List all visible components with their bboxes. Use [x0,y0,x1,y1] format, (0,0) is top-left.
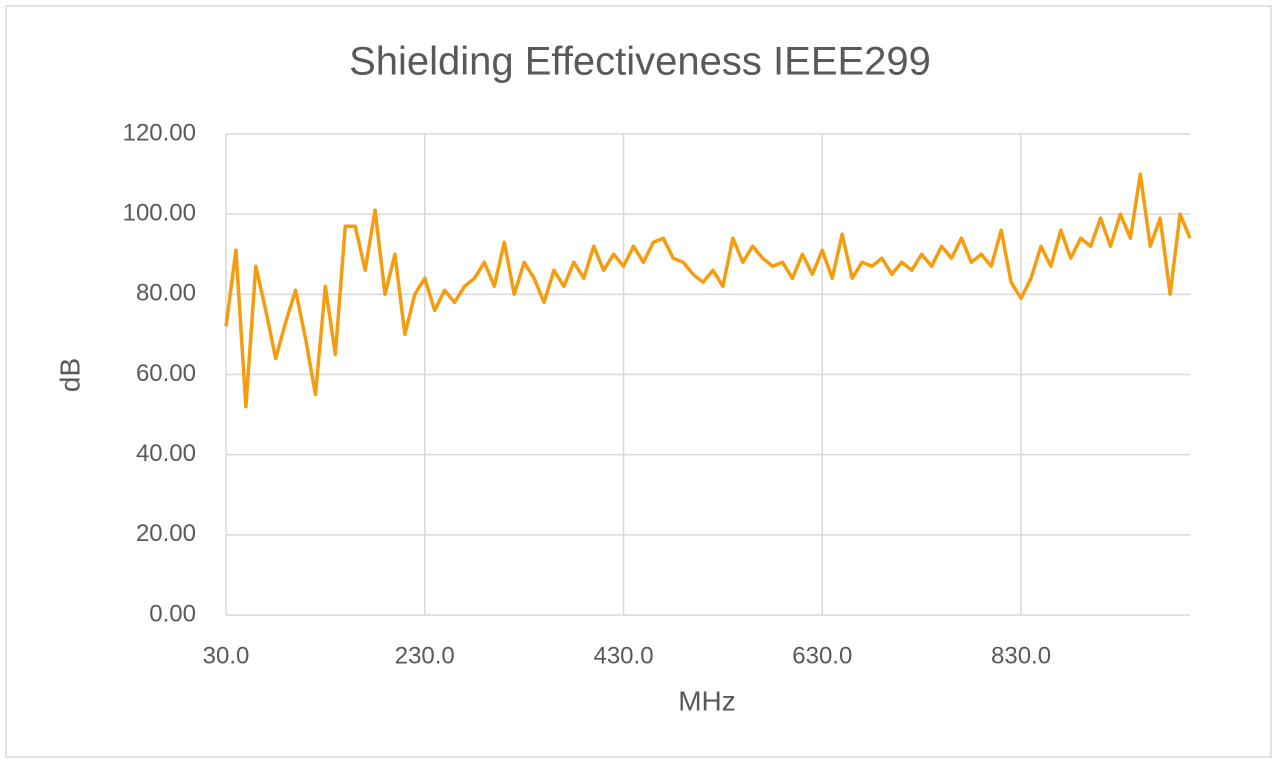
chart-border [5,5,1272,758]
x-tick-label: 830.0 [991,642,1051,669]
x-tick-label: 630.0 [792,642,852,669]
x-axis-label: MHz [678,685,736,716]
y-tick-label: 20.00 [136,520,196,547]
y-tick-label: 40.00 [136,440,196,467]
x-tick-label: 430.0 [593,642,653,669]
y-tick-label: 120.00 [123,119,196,146]
y-tick-label: 80.00 [136,280,196,307]
chart-title: Shielding Effectiveness IEEE299 [349,40,931,84]
y-tick-label: 0.00 [149,600,196,627]
x-tick-label: 230.0 [395,642,455,669]
y-tick-label: 60.00 [136,360,196,387]
y-tick-label: 100.00 [123,200,196,227]
x-tick-label: 30.0 [203,642,250,669]
data-line [224,172,1192,409]
y-axis-label: dB [54,358,85,392]
